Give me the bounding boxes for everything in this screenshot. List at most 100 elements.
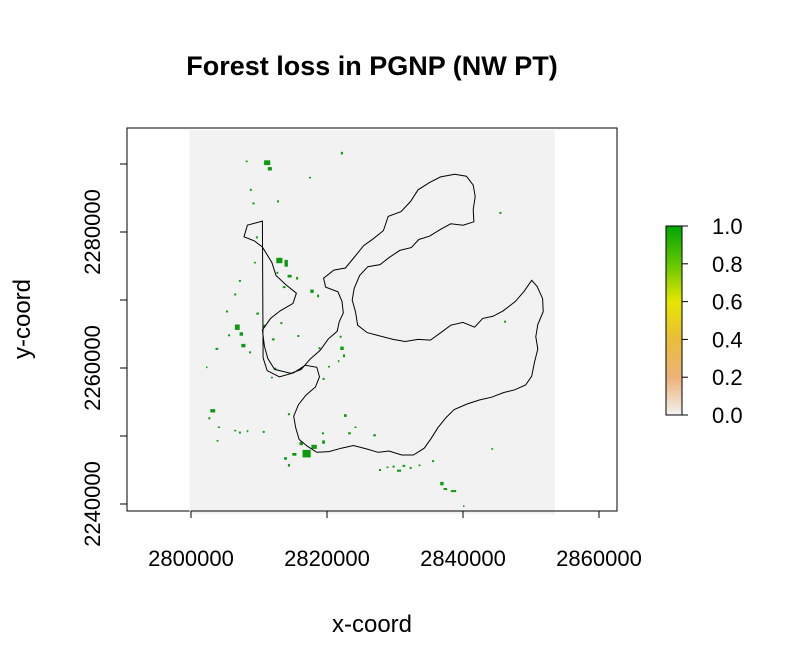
loss-patch xyxy=(280,322,283,325)
loss-patch xyxy=(409,466,412,469)
loss-patch xyxy=(271,338,275,341)
loss-patch xyxy=(287,463,290,467)
loss-patch xyxy=(343,354,345,358)
loss-patch xyxy=(282,286,286,289)
loss-patch xyxy=(311,444,317,449)
loss-patch xyxy=(392,465,395,468)
loss-patch xyxy=(299,441,303,446)
y-tick-label: 2240000 xyxy=(80,461,105,547)
loss-patch xyxy=(270,376,273,379)
loss-patch xyxy=(234,324,240,330)
loss-patch xyxy=(238,431,241,434)
y-tick-label: 2280000 xyxy=(80,189,105,275)
loss-patch xyxy=(354,426,357,428)
legend-tick-label: 0.8 xyxy=(712,252,743,277)
legend-tick-label: 1.0 xyxy=(712,214,743,239)
loss-patch xyxy=(499,211,502,214)
x-tick-label: 2860000 xyxy=(556,546,642,571)
loss-patch xyxy=(215,347,219,350)
loss-patch xyxy=(262,430,265,433)
loss-patch xyxy=(228,334,231,337)
loss-patch xyxy=(318,347,321,350)
loss-patch xyxy=(386,466,389,469)
loss-patch xyxy=(340,151,343,155)
loss-patch xyxy=(276,271,279,274)
loss-patch xyxy=(302,449,311,458)
legend-tick-label: 0.4 xyxy=(712,327,743,352)
loss-patch xyxy=(292,453,297,456)
x-axis-label: x-coord xyxy=(332,611,412,638)
map-title: Forest loss in PGNP (NW PT) xyxy=(186,51,558,81)
loss-patch xyxy=(267,167,272,171)
loss-patch xyxy=(348,432,351,435)
loss-patch xyxy=(206,366,208,369)
loss-patch xyxy=(373,434,376,437)
loss-patch xyxy=(340,346,344,350)
loss-patch xyxy=(450,490,457,493)
loss-patch xyxy=(379,469,381,471)
loss-patch xyxy=(276,257,283,264)
loss-patch xyxy=(249,351,252,354)
color-legend: 1.0 0.8 0.6 0.4 0.2 0.0 xyxy=(665,214,743,428)
loss-patch xyxy=(504,320,507,323)
loss-patch xyxy=(246,430,249,433)
loss-patch xyxy=(208,417,211,420)
loss-patch xyxy=(234,293,237,296)
loss-patch xyxy=(234,429,237,432)
loss-patch xyxy=(239,332,243,336)
loss-patch xyxy=(317,294,320,298)
loss-patch xyxy=(344,414,347,417)
loss-patch xyxy=(339,335,342,338)
loss-patch xyxy=(322,440,325,444)
raster-background xyxy=(189,130,555,515)
loss-patch xyxy=(463,505,465,507)
loss-patch xyxy=(241,343,246,348)
x-tick-label: 2840000 xyxy=(420,546,506,571)
loss-patch xyxy=(328,366,330,368)
loss-patch xyxy=(245,160,248,163)
loss-patch xyxy=(287,274,292,278)
loss-patch xyxy=(321,432,324,435)
legend-tick-label: 0.2 xyxy=(712,365,743,390)
loss-patch xyxy=(284,457,287,460)
legend-colorbar xyxy=(665,225,683,416)
x-axis: 2800000 2820000 2840000 2860000 xyxy=(148,510,642,571)
loss-patch xyxy=(418,464,421,467)
loss-patch xyxy=(337,360,340,363)
loss-patch xyxy=(277,200,279,203)
loss-patch xyxy=(263,324,266,327)
loss-patch xyxy=(252,202,255,205)
x-tick-label: 2820000 xyxy=(284,546,370,571)
loss-patch xyxy=(440,481,444,486)
x-tick-label: 2800000 xyxy=(148,546,234,571)
loss-patch xyxy=(322,377,325,380)
loss-patch xyxy=(274,367,277,370)
loss-patch xyxy=(402,464,406,467)
loss-patch xyxy=(287,413,290,416)
loss-patch xyxy=(296,276,299,280)
loss-patch xyxy=(297,335,300,337)
y-axis: 2240000 2260000 2280000 xyxy=(80,163,128,547)
park-boundary xyxy=(243,173,544,456)
y-axis-label: y-coord xyxy=(9,279,36,359)
loss-patch xyxy=(238,279,241,282)
loss-patch xyxy=(491,448,494,450)
loss-patch xyxy=(226,310,228,313)
loss-patch xyxy=(253,261,256,264)
loss-patch xyxy=(217,426,220,428)
forest-loss-layer xyxy=(206,151,507,507)
loss-patch xyxy=(249,188,252,191)
loss-patch xyxy=(210,409,216,413)
loss-patch xyxy=(432,460,435,463)
legend-tick-label: 0.0 xyxy=(712,403,743,428)
loss-patch xyxy=(443,488,447,490)
loss-patch xyxy=(284,259,288,267)
loss-patch xyxy=(264,160,271,166)
y-tick-label: 2260000 xyxy=(80,325,105,411)
loss-patch xyxy=(397,469,402,472)
loss-patch xyxy=(256,312,259,315)
loss-patch xyxy=(255,236,258,239)
loss-patch xyxy=(310,289,314,293)
loss-patch xyxy=(216,440,219,442)
